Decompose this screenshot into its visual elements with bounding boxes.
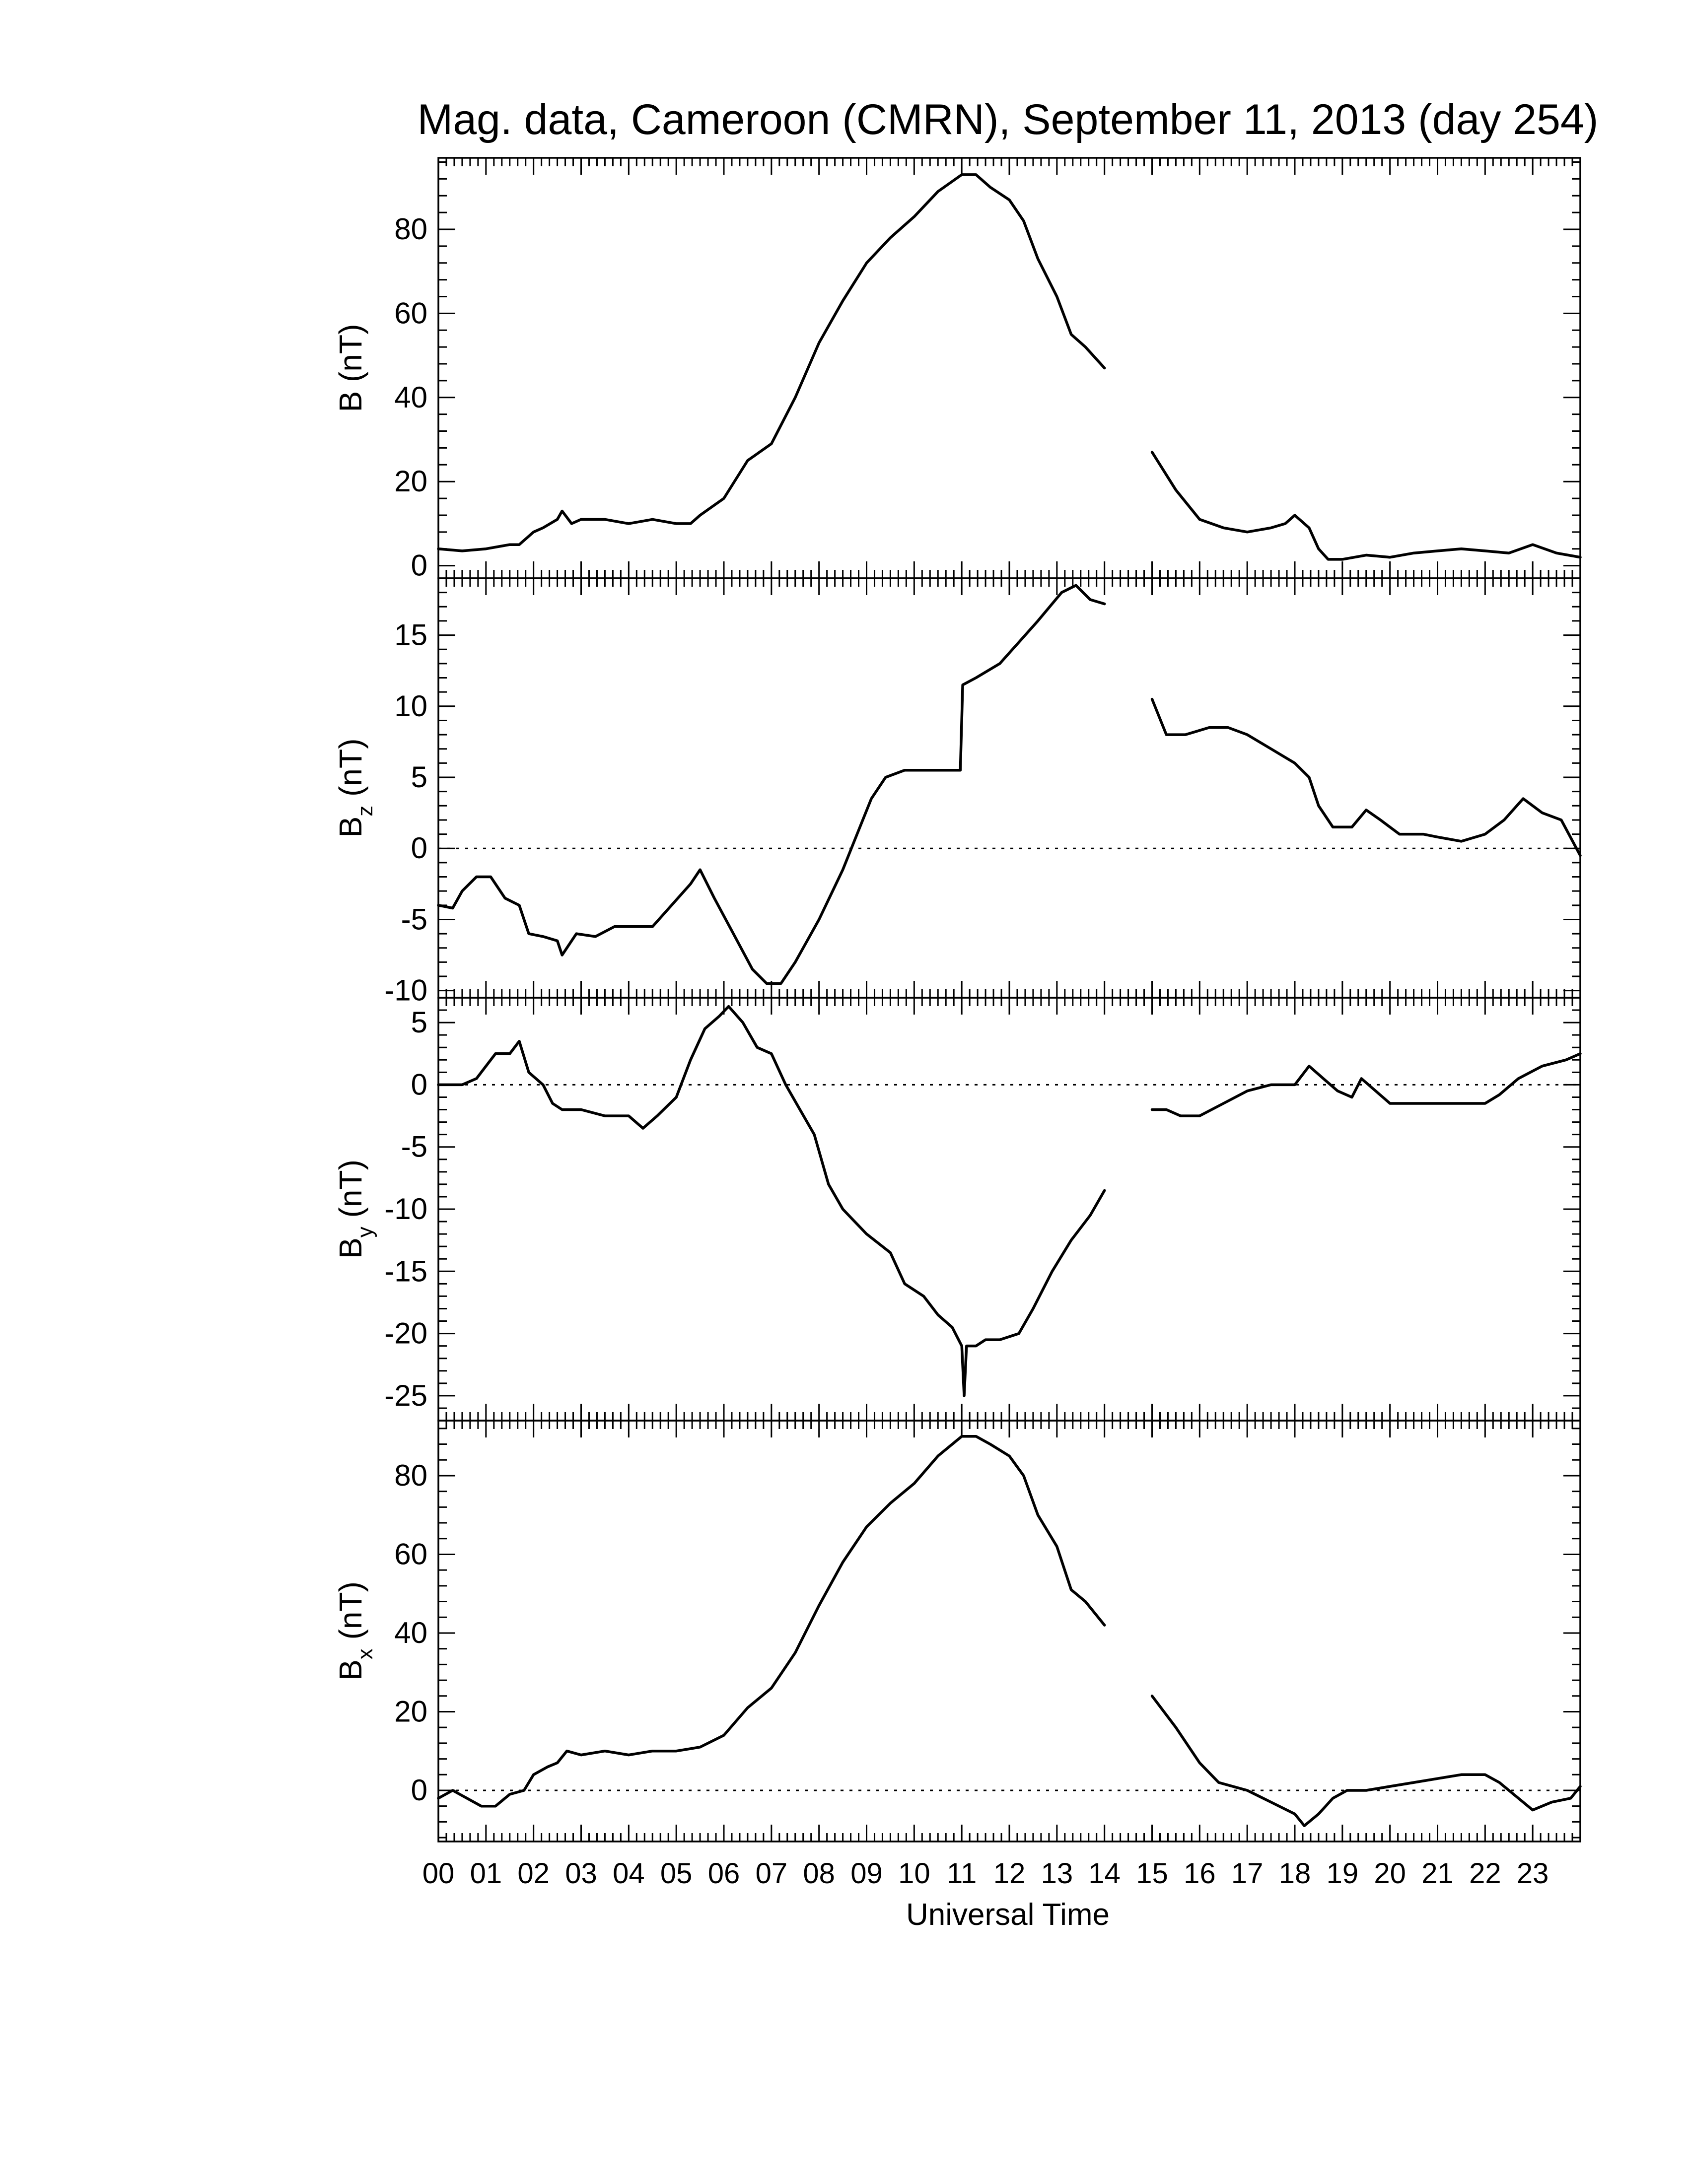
y-tick-label: 40 <box>394 1616 427 1649</box>
x-tick-label: 11 <box>947 1857 977 1890</box>
y-axis-label-By: By (nT) <box>333 1160 377 1259</box>
y-axis-label-subscript: x <box>353 1648 377 1659</box>
x-tick-label: 00 <box>422 1857 455 1890</box>
x-tick-labels: 00 01 02 03 04 05 06 07 08 09 10 11 12 13 14 15 16 17 18 19… <box>422 1857 1549 1890</box>
x-tick-label: 23 <box>1517 1857 1549 1890</box>
y-axis-label-main: B <box>333 817 368 838</box>
x-tick-label: 12 <box>993 1857 1026 1890</box>
series-line-Bx-1 <box>437 1434 1106 1808</box>
panel-Bx: 0 20 40 60 80 Bx (nT) <box>333 1420 1582 1843</box>
y-axis-label-Bz: Bz (nT) <box>333 739 377 838</box>
y-axis-label-main: B <box>333 1659 368 1681</box>
x-tick-label: 03 <box>565 1857 597 1890</box>
panel-frame-Bx <box>437 1420 1581 1843</box>
y-tick-label: 0 <box>411 1068 427 1101</box>
y-tick-label: 5 <box>411 1006 427 1039</box>
y-tick-label: -25 <box>384 1379 427 1412</box>
y-tick-label: 0 <box>411 1774 427 1807</box>
x-tick-label: 09 <box>850 1857 883 1890</box>
x-tick-label: 06 <box>708 1857 740 1890</box>
x-tick-label: 19 <box>1327 1857 1359 1890</box>
x-tick-label: 01 <box>470 1857 502 1890</box>
y-tick-label: 40 <box>394 381 427 414</box>
y-tick-label: 60 <box>394 296 427 330</box>
x-tick-label: 02 <box>517 1857 550 1890</box>
x-tick-label: 21 <box>1421 1857 1454 1890</box>
x-tick-label: 20 <box>1374 1857 1406 1890</box>
y-axis-label-main: B <box>333 391 368 412</box>
panel-frame-By <box>437 997 1581 1422</box>
x-tick-label: 10 <box>898 1857 930 1890</box>
series-line-Bx-2 <box>1150 1695 1582 1828</box>
y-axis-label-Bx: Bx (nT) <box>333 1581 377 1681</box>
chart-title: Mag. data, Cameroon (CMRN), September 11… <box>418 96 1599 143</box>
series-line-B-1 <box>437 173 1106 552</box>
series-line-By-1 <box>437 1005 1106 1397</box>
x-tick-label: 04 <box>613 1857 645 1890</box>
x-tick-label: 15 <box>1136 1857 1168 1890</box>
y-tick-label: 20 <box>394 465 427 498</box>
y-tick-label: 0 <box>411 831 427 865</box>
y-tick-label: 10 <box>394 689 427 723</box>
y-axis-label-unit: (nT) <box>333 1160 368 1227</box>
x-axis-label: Universal Time <box>906 1898 1110 1932</box>
y-tick-label: 5 <box>411 760 427 794</box>
series-line-By-2 <box>1150 1052 1582 1117</box>
y-tick-label: -10 <box>384 1192 427 1226</box>
y-tick-label: -20 <box>384 1317 427 1350</box>
y-tick-label: -5 <box>401 902 427 936</box>
y-axis-label-subscript: z <box>353 806 377 817</box>
x-tick-label: 13 <box>1041 1857 1073 1890</box>
panel-frame-Bz <box>437 577 1581 999</box>
x-tick-label: 16 <box>1184 1857 1216 1890</box>
y-axis-label-subscript: y <box>353 1227 377 1237</box>
x-tick-label: 18 <box>1279 1857 1311 1890</box>
y-tick-label: 60 <box>394 1537 427 1570</box>
y-axis-label-B: B (nT) <box>333 324 368 412</box>
x-tick-label: 05 <box>660 1857 693 1890</box>
y-axis-label-unit: (nT) <box>333 1581 368 1648</box>
series-line-Bz-1 <box>437 584 1106 985</box>
y-tick-label: 0 <box>411 549 427 582</box>
x-tick-label: 22 <box>1469 1857 1501 1890</box>
y-tick-label: 20 <box>394 1695 427 1728</box>
x-tick-label: 17 <box>1231 1857 1264 1890</box>
x-tick-label: 14 <box>1088 1857 1121 1890</box>
y-tick-label: 15 <box>394 618 427 652</box>
panel-By: -25 -20 -15 -10 -5 0 5 By (nT) <box>333 997 1582 1422</box>
y-tick-label: 80 <box>394 1459 427 1492</box>
x-tick-label: 07 <box>756 1857 788 1890</box>
x-tick-label: 08 <box>803 1857 835 1890</box>
y-axis-label-unit: (nT) <box>333 324 368 391</box>
y-tick-label: 80 <box>394 212 427 246</box>
panel-frame-B <box>437 157 1581 579</box>
panel-Bz: -10 -5 0 5 10 15 Bz (nT) <box>333 577 1582 1007</box>
y-tick-label: -5 <box>401 1130 427 1163</box>
y-tick-label: -15 <box>384 1254 427 1288</box>
series-line-Bz-2 <box>1150 697 1582 857</box>
y-axis-label-main: B <box>333 1237 368 1259</box>
y-axis-label-unit: (nT) <box>333 739 368 806</box>
y-tick-label: -10 <box>384 974 427 1007</box>
panel-B: 0 20 40 60 80 B (nT) <box>333 157 1582 582</box>
series-line-B-2 <box>1150 451 1582 561</box>
